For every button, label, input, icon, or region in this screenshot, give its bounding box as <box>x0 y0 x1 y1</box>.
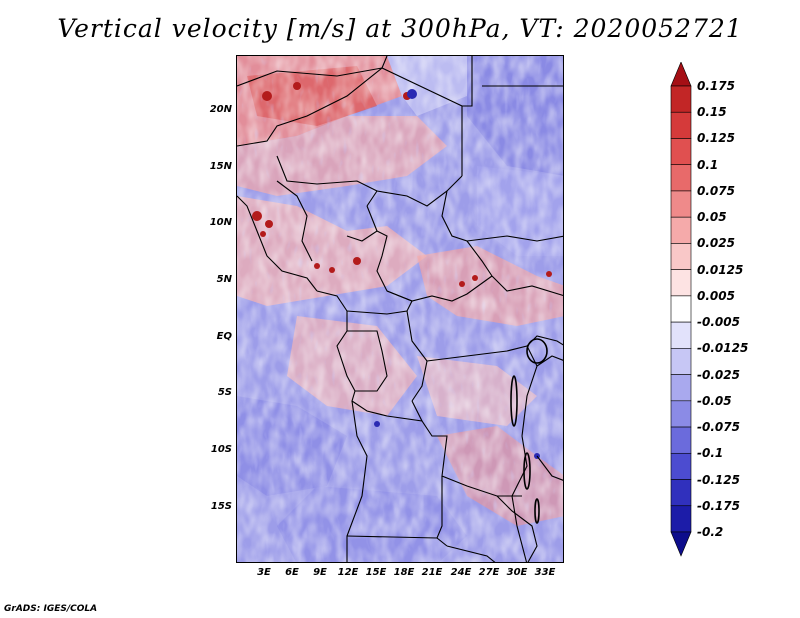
field-speckle <box>237 56 563 562</box>
lon-label: 6E <box>285 567 299 578</box>
colorbar-segment <box>670 164 692 192</box>
colorbar-segment <box>670 216 692 244</box>
lat-label: 20N <box>209 104 232 115</box>
lon-label: 9E <box>313 567 327 578</box>
colorbar-label: -0.175 <box>697 498 740 513</box>
colorbar-label: -0.075 <box>697 420 740 435</box>
lon-label: 21E <box>421 567 443 578</box>
colorbar-label: 0.075 <box>697 183 735 198</box>
lat-label: 15N <box>209 161 232 172</box>
lat-label: 5S <box>217 387 232 398</box>
colorbar-segment <box>670 452 692 480</box>
colorbar-segment <box>670 505 692 533</box>
lon-label: 33E <box>534 567 556 578</box>
colorbar-label: 0.1 <box>697 157 719 172</box>
colorbar-segment <box>670 321 692 349</box>
colorbar-segment <box>670 426 692 454</box>
colorbar-segment <box>670 374 692 402</box>
lon-label: 15E <box>365 567 387 578</box>
colorbar-cap-bottom <box>670 531 692 557</box>
lon-label: 30E <box>506 567 528 578</box>
lat-label: EQ <box>216 331 232 342</box>
map-title: Vertical velocity [m/s] at 300hPa, VT: 2… <box>57 14 743 43</box>
colorbar-segment <box>670 111 692 139</box>
map-panel <box>236 55 564 563</box>
colorbar-segment <box>670 348 692 375</box>
colorbar-label: -0.005 <box>697 315 740 330</box>
lon-label: 27E <box>478 567 500 578</box>
lat-label: 5N <box>216 274 232 285</box>
lakes <box>510 338 548 524</box>
colorbar-segment <box>670 138 692 166</box>
colorbar-segment <box>670 479 692 507</box>
vertical-velocity-field <box>237 56 563 562</box>
colorbar-label: -0.05 <box>697 393 732 408</box>
colorbar-label: -0.1 <box>697 446 724 461</box>
colorbar-label: -0.0125 <box>697 341 749 356</box>
colorbar-label: -0.125 <box>697 472 740 487</box>
colorbar-label: 0.0125 <box>697 262 744 277</box>
lon-label: 18E <box>393 567 415 578</box>
colorbar-segment <box>670 295 692 323</box>
footer-credit: GrADS: IGES/COLA <box>4 604 98 614</box>
colorbar-label: 0.005 <box>697 288 735 303</box>
colorbar-segment <box>670 400 692 428</box>
lat-label: 15S <box>210 501 232 512</box>
colorbar-label: 0.175 <box>697 79 735 93</box>
colorbar-label: -0.025 <box>697 367 740 382</box>
colorbar-segment <box>670 85 692 113</box>
colorbar-segment <box>670 269 692 297</box>
lon-label: 24E <box>450 567 472 578</box>
colorbar-label: 0.025 <box>697 236 735 251</box>
colorbar-label: -0.2 <box>697 525 724 539</box>
colorbar-label: 0.15 <box>697 105 727 120</box>
lat-label: 10N <box>209 217 232 228</box>
colorbar-label: 0.125 <box>697 131 735 146</box>
colorbar <box>670 62 692 557</box>
colorbar-segment <box>670 243 692 270</box>
lat-label: 10S <box>210 444 232 455</box>
convective-cells <box>252 82 552 287</box>
colorbar-label: 0.05 <box>697 210 727 225</box>
lon-label: 3E <box>257 567 271 578</box>
lon-label: 12E <box>337 567 359 578</box>
colorbar-cap-top <box>670 62 692 87</box>
colorbar-segment <box>670 190 692 218</box>
